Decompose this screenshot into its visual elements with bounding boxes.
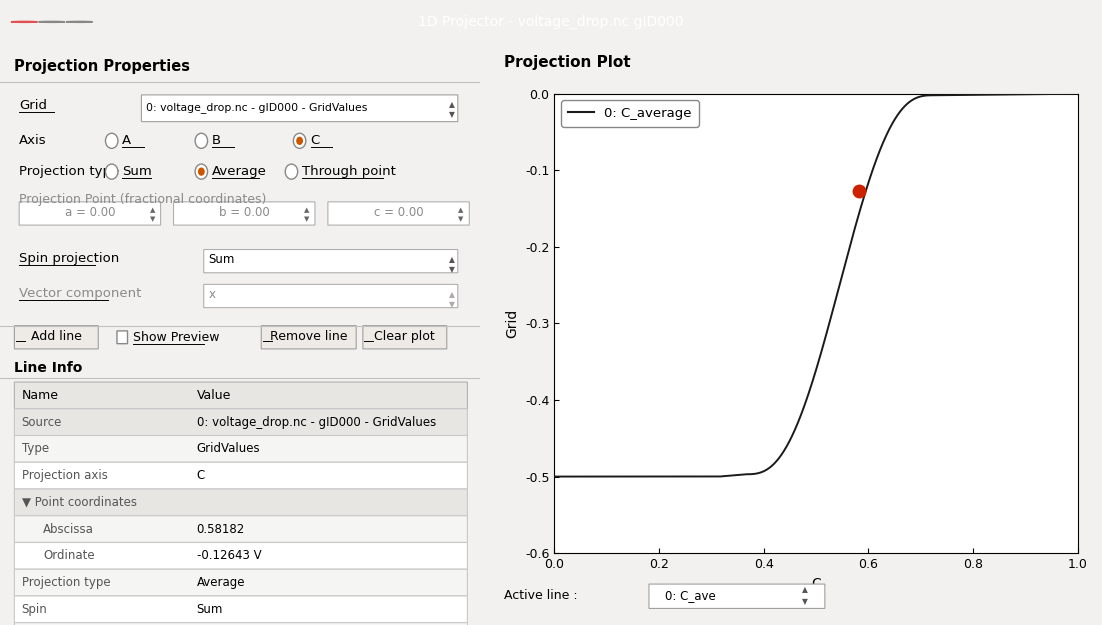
Text: ▼: ▼	[449, 299, 454, 309]
Text: Active line :: Active line :	[505, 589, 579, 602]
Text: Spin: Spin	[22, 602, 47, 616]
Circle shape	[106, 164, 118, 179]
FancyBboxPatch shape	[14, 596, 467, 622]
FancyBboxPatch shape	[363, 326, 446, 349]
Text: Spin projection: Spin projection	[19, 253, 119, 265]
Text: ▼: ▼	[150, 216, 155, 222]
Text: ▲: ▲	[449, 100, 454, 109]
Text: Sum: Sum	[121, 165, 151, 178]
Y-axis label: Grid: Grid	[506, 309, 519, 338]
Text: 0: C_ave: 0: C_ave	[665, 589, 715, 602]
Text: ▼: ▼	[449, 110, 454, 119]
Circle shape	[39, 21, 65, 22]
Text: Ordinate: Ordinate	[43, 549, 95, 562]
Text: Name: Name	[22, 389, 58, 402]
Text: Clear plot: Clear plot	[375, 329, 435, 342]
Text: B: B	[212, 134, 222, 148]
Text: Sum: Sum	[208, 254, 235, 266]
FancyBboxPatch shape	[14, 516, 467, 542]
Text: 1D Projector - voltage_drop.nc gID000: 1D Projector - voltage_drop.nc gID000	[419, 15, 683, 29]
Text: Projection axis: Projection axis	[22, 469, 108, 482]
Text: GridValues: GridValues	[196, 442, 260, 456]
Text: -0.12643 V: -0.12643 V	[196, 549, 261, 562]
Circle shape	[195, 164, 207, 179]
Text: ▼ Point coordinates: ▼ Point coordinates	[22, 496, 137, 509]
Circle shape	[296, 137, 303, 145]
Text: Source: Source	[22, 416, 62, 429]
Text: x: x	[208, 288, 216, 301]
Text: Type: Type	[22, 442, 48, 456]
Circle shape	[198, 168, 205, 176]
Text: Value: Value	[196, 389, 231, 402]
FancyBboxPatch shape	[14, 542, 467, 569]
Text: Sum: Sum	[196, 602, 223, 616]
FancyBboxPatch shape	[328, 202, 469, 225]
Text: Projection Properties: Projection Properties	[14, 59, 191, 74]
Text: Through point: Through point	[302, 165, 396, 178]
Text: Average: Average	[212, 165, 267, 178]
Text: b = 0.00: b = 0.00	[219, 206, 270, 219]
Text: ▲: ▲	[449, 256, 454, 264]
Text: Projection Plot: Projection Plot	[505, 55, 631, 70]
Text: c = 0.00: c = 0.00	[374, 206, 423, 219]
Text: ▼: ▼	[304, 216, 310, 222]
Text: ▲: ▲	[802, 585, 808, 594]
FancyBboxPatch shape	[261, 326, 356, 349]
Text: ▼: ▼	[802, 597, 808, 606]
Text: Abscissa: Abscissa	[43, 522, 94, 536]
FancyBboxPatch shape	[204, 284, 457, 308]
Circle shape	[293, 133, 306, 148]
FancyBboxPatch shape	[117, 331, 128, 344]
Text: 0: voltage_drop.nc - gID000 - GridValues: 0: voltage_drop.nc - gID000 - GridValues	[196, 416, 435, 429]
Circle shape	[285, 164, 298, 179]
Text: Add line: Add line	[31, 329, 82, 342]
Text: Grid: Grid	[19, 99, 47, 112]
Text: Vector component: Vector component	[19, 288, 141, 300]
FancyBboxPatch shape	[14, 622, 467, 625]
Text: Projection type: Projection type	[19, 165, 119, 178]
Text: C: C	[196, 469, 205, 482]
FancyBboxPatch shape	[14, 489, 467, 516]
FancyBboxPatch shape	[141, 95, 457, 122]
Text: Average: Average	[196, 576, 245, 589]
Text: Axis: Axis	[19, 134, 46, 148]
FancyBboxPatch shape	[649, 584, 824, 609]
Text: ▲: ▲	[458, 208, 464, 214]
Circle shape	[11, 21, 37, 22]
Text: Projection type: Projection type	[22, 576, 110, 589]
Text: C: C	[311, 134, 320, 148]
Text: Line Info: Line Info	[14, 361, 83, 374]
FancyBboxPatch shape	[14, 409, 467, 436]
Text: ▼: ▼	[449, 265, 454, 274]
Text: A: A	[121, 134, 131, 148]
Circle shape	[106, 133, 118, 148]
Text: ▲: ▲	[304, 208, 310, 214]
FancyBboxPatch shape	[14, 569, 467, 596]
Text: 0: voltage_drop.nc - gID000 - GridValues: 0: voltage_drop.nc - gID000 - GridValues	[147, 102, 368, 112]
X-axis label: C: C	[811, 576, 821, 591]
FancyBboxPatch shape	[204, 249, 457, 272]
Text: Remove line: Remove line	[270, 329, 347, 342]
Text: Show Preview: Show Preview	[133, 331, 219, 344]
Text: ▲: ▲	[449, 291, 454, 299]
Circle shape	[66, 21, 93, 22]
Text: 0.58182: 0.58182	[196, 522, 245, 536]
Legend: 0: C_average: 0: C_average	[561, 101, 699, 126]
Text: ▼: ▼	[458, 216, 464, 222]
Text: Projection Point (fractional coordinates): Projection Point (fractional coordinates…	[19, 193, 267, 206]
FancyBboxPatch shape	[14, 462, 467, 489]
Text: a = 0.00: a = 0.00	[65, 206, 116, 219]
Circle shape	[195, 133, 207, 148]
FancyBboxPatch shape	[14, 436, 467, 462]
FancyBboxPatch shape	[173, 202, 315, 225]
FancyBboxPatch shape	[19, 202, 161, 225]
Text: ▲: ▲	[150, 208, 155, 214]
FancyBboxPatch shape	[14, 382, 467, 409]
FancyBboxPatch shape	[14, 326, 98, 349]
